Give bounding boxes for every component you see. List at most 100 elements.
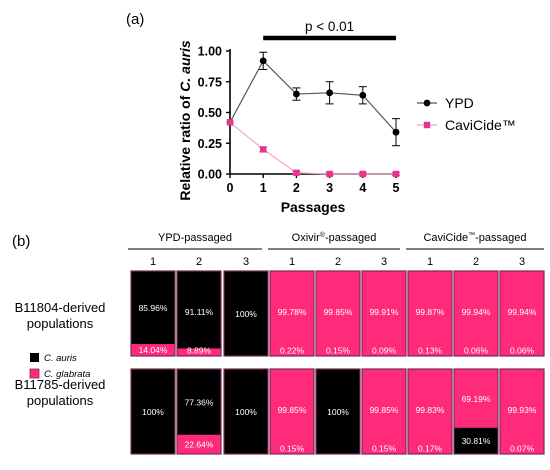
x-tick-label: 5: [393, 181, 400, 195]
cell-border: [223, 368, 269, 455]
cell-major-fill: [270, 271, 314, 356]
cell-major-fill: [316, 271, 360, 356]
column-label: 3: [381, 256, 387, 268]
cell-label-major: 99.78%: [278, 307, 307, 317]
data-point: [259, 57, 267, 65]
cell-label-major: 99.93%: [508, 405, 537, 415]
cell-border: [176, 270, 222, 357]
panel-a-label: (a): [126, 11, 144, 28]
heatmap-cell: 100%: [315, 368, 361, 455]
cell-label-major: 99.94%: [508, 307, 537, 317]
cell-border: [223, 270, 269, 357]
heatmap-cell: 77.36% 22.64%: [176, 368, 222, 455]
heatmap-cell: 100%: [223, 270, 269, 357]
heatmap-cell: 85.96% 14.04%: [130, 270, 176, 357]
cell-major-fill: [408, 369, 452, 454]
row-label: populations: [27, 393, 94, 408]
legend-label: YPD: [445, 95, 474, 111]
cell-major-fill: [224, 369, 268, 454]
cell-label-major: 85.96%: [139, 303, 168, 313]
heatmap-cell: 99.85% 0.15%: [269, 368, 315, 455]
row-label: B11785-derived: [15, 377, 106, 392]
cell-major-fill: [224, 271, 268, 356]
panel-b-label: (b): [12, 233, 30, 250]
cell-border: [315, 368, 361, 455]
cell-border: [130, 368, 176, 455]
cell-label-minor: 0.22%: [280, 346, 305, 356]
y-axis-title: Relative ratio of C. auris: [177, 40, 193, 200]
cell-minor-fill: [131, 344, 175, 356]
x-axis-title: Passages: [281, 199, 346, 215]
cell-label-major: 100%: [142, 407, 164, 417]
cell-label-minor: 0.15%: [372, 444, 397, 454]
line-chart: 0.00 0.25 0.50 0.75 1.00 0 1 2 3 4 5 Passages Relati…: [177, 19, 516, 215]
cell-label-minor: 0.15%: [326, 346, 351, 356]
data-point: [326, 170, 333, 178]
cell-minor-fill: [177, 434, 221, 454]
heatmap-cell: 99.78% 0.22%: [269, 270, 315, 357]
data-point: [392, 128, 400, 136]
y-tick-label: 1.00: [198, 45, 222, 59]
cell-major-fill: [500, 369, 544, 454]
cell-label-minor: 22.64%: [185, 439, 214, 449]
column-label: 3: [519, 256, 525, 268]
column-label: 2: [335, 256, 341, 268]
cell-label-major: 99.91%: [370, 307, 399, 317]
row-label: populations: [27, 316, 94, 331]
significance-label: p < 0.01: [305, 19, 354, 34]
cell-label-minor: 0.17%: [418, 444, 443, 454]
cell-label-minor: 0.15%: [280, 444, 305, 454]
cell-major-fill: [454, 271, 498, 356]
cell-label-major: 99.85%: [370, 405, 399, 415]
data-point: [359, 170, 366, 178]
cell-major-fill: [408, 271, 452, 356]
heatmap-cell: 100%: [130, 368, 176, 455]
cell-border: [499, 270, 545, 357]
cell-label-major: 91.11%: [185, 307, 214, 317]
y-tick-label: 0.25: [198, 137, 222, 151]
heatmap-cell: 99.85% 0.15%: [361, 368, 407, 455]
data-point: [260, 146, 267, 153]
x-tick-label: 0: [227, 181, 234, 195]
legend-marker: [423, 121, 431, 129]
cell-label-major: 99.85%: [278, 405, 307, 415]
x-tick-label: 3: [326, 181, 333, 195]
data-point: [392, 170, 400, 178]
heatmap-chart: YPD-passaged Oxivir®-passaged CaviCide™-pa…: [15, 231, 545, 455]
cell-border: [176, 368, 222, 455]
group-header: YPD-passaged: [158, 232, 232, 244]
cell-major-fill: [500, 271, 544, 356]
cell-major-fill: [131, 271, 175, 356]
heatmap-cell: 99.93% 0.07%: [499, 368, 545, 455]
group-header: CaviCide™-passaged: [423, 232, 526, 244]
cell-minor-fill: [454, 427, 498, 454]
heatmap-cell: 99.85% 0.15%: [315, 270, 361, 357]
cell-label-minor: 0.07%: [510, 444, 535, 454]
column-label: 1: [150, 256, 156, 268]
cell-border: [269, 270, 315, 357]
cell-minor-fill: [177, 348, 221, 356]
data-point: [359, 91, 367, 99]
column-label: 1: [427, 256, 433, 268]
legend-label: CaviCide™: [445, 117, 516, 133]
legend-swatch-c-glabrata: [29, 368, 40, 379]
heatmap-cell: 99.83% 0.17%: [407, 368, 453, 455]
cell-major-fill: [177, 271, 221, 356]
cell-label-minor: 14.04%: [139, 345, 168, 355]
column-label: 1: [289, 256, 295, 268]
heatmap-cell: 99.91% 0.09%: [361, 270, 407, 357]
series-line: [229, 59, 397, 133]
legend-marker: [423, 99, 431, 107]
legend-swatch-c-auris: [30, 353, 39, 362]
cell-label-minor: 0.09%: [372, 346, 397, 356]
cell-label-major: 99.87%: [416, 307, 445, 317]
cell-label-major: 99.85%: [324, 307, 353, 317]
cell-label-major: 100%: [235, 407, 257, 417]
cell-label-major: 100%: [327, 407, 349, 417]
data-point: [293, 90, 300, 98]
series-line: [229, 121, 396, 175]
legend-label-c-glabrata: C. glabrata: [44, 369, 90, 380]
cell-border: [499, 368, 545, 455]
cell-border: [315, 270, 361, 357]
